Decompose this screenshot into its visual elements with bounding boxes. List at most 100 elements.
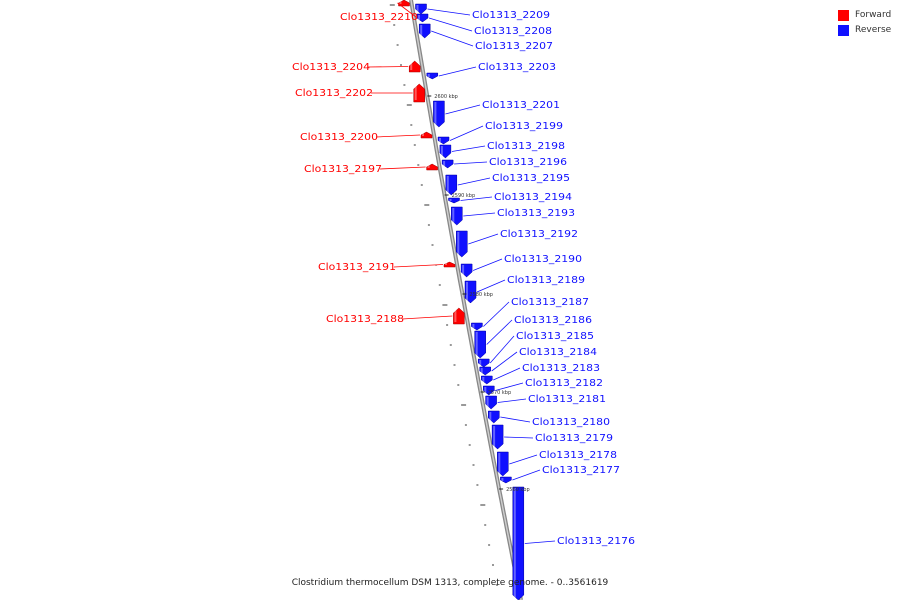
callout-line (438, 66, 477, 77)
gene-label[interactable]: Clo1313_2207 (475, 41, 553, 52)
callout-line (431, 30, 474, 47)
callout-line (504, 436, 534, 439)
gene-feature[interactable] (441, 159, 454, 169)
tick-label: 2590 kbp (452, 193, 476, 199)
gene-feature[interactable] (420, 131, 433, 139)
gene-label[interactable]: Clo1313_2185 (516, 331, 594, 342)
gene-feature[interactable] (453, 307, 465, 325)
callout-line (493, 367, 521, 381)
gene-label[interactable]: Clo1313_2195 (492, 173, 570, 184)
gene-label[interactable]: Clo1313_2209 (472, 10, 550, 21)
gene-feature[interactable] (437, 136, 450, 145)
gene-label[interactable]: Clo1313_2190 (504, 254, 582, 265)
map-caption: Clostridium thermocellum DSM 1313, compl… (291, 578, 609, 588)
callout-line (483, 301, 510, 327)
gene-label[interactable]: Clo1313_2200 (300, 132, 378, 143)
gene-feature[interactable] (474, 330, 486, 359)
gene-label[interactable]: Clo1313_2179 (535, 433, 613, 444)
legend: Forward Reverse (838, 8, 891, 38)
gene-feature[interactable] (415, 3, 427, 15)
callout-line (476, 279, 506, 293)
gene-feature[interactable] (418, 23, 431, 39)
gene-label[interactable]: Clo1313_2201 (482, 100, 560, 111)
gene-label[interactable]: Clo1313_2198 (487, 141, 565, 152)
callout-line (500, 416, 531, 423)
gene-feature[interactable] (479, 366, 491, 376)
callout-line (509, 454, 538, 465)
gene-feature[interactable] (477, 358, 490, 368)
gene-highlight (466, 282, 468, 301)
gene-highlight (475, 332, 478, 356)
gene-highlight (513, 488, 516, 598)
legend-reverse-label: Reverse (855, 25, 892, 35)
gene-highlight (501, 478, 504, 481)
gene-label[interactable]: Clo1313_2192 (500, 229, 578, 240)
backbone-line (410, 0, 522, 600)
gene-feature[interactable] (483, 385, 495, 396)
gene-highlight (427, 74, 430, 77)
gene-label[interactable]: Clo1313_2178 (539, 450, 617, 461)
tick-label: 2560 kbp (506, 487, 530, 493)
gene-label[interactable]: Clo1313_2184 (519, 347, 597, 358)
callout-line (379, 166, 426, 170)
gene-label[interactable]: Clo1313_2204 (292, 62, 370, 73)
callout-line (401, 315, 453, 320)
gene-feature[interactable] (488, 410, 500, 424)
gene-feature[interactable] (451, 206, 463, 226)
callout-line (427, 8, 471, 16)
gene-label[interactable]: Clo1313_2183 (522, 363, 600, 374)
gene-highlight (427, 165, 430, 168)
gene-feature[interactable] (439, 144, 452, 159)
gene-label[interactable]: Clo1313_2196 (489, 157, 567, 168)
genome-backbone (409, 0, 523, 600)
gene-label[interactable]: Clo1313_2176 (557, 536, 635, 547)
gene-label[interactable]: Clo1313_2188 (326, 314, 404, 325)
gene-label[interactable]: Clo1313_2186 (514, 315, 592, 326)
gene-label[interactable]: Clo1313_2194 (494, 192, 572, 203)
gene-feature[interactable] (426, 163, 438, 171)
gene-feature[interactable] (443, 261, 456, 268)
gene-highlight (489, 412, 492, 421)
gene-highlight (479, 360, 482, 365)
gene-label[interactable]: Clo1313_2202 (295, 88, 373, 99)
gene-label[interactable]: Clo1313_2177 (542, 465, 620, 476)
gene-feature[interactable] (433, 100, 445, 128)
callout-line (375, 134, 421, 138)
gene-feature[interactable] (500, 476, 512, 484)
gene-label[interactable]: Clo1313_2187 (511, 297, 589, 308)
gene-label[interactable]: Clo1313_2197 (304, 164, 382, 175)
callout-line (449, 125, 484, 141)
gene-feature[interactable] (481, 375, 493, 385)
callout-line (472, 258, 503, 271)
gene-highlight (410, 62, 413, 70)
gene-feature[interactable] (448, 197, 460, 204)
gene-feature[interactable] (445, 174, 458, 196)
gene-label[interactable]: Clo1313_2182 (525, 378, 603, 389)
gene-feature[interactable] (408, 60, 421, 73)
gene-label[interactable]: Clo1313_2208 (474, 26, 552, 37)
gene-label[interactable]: Clo1313_2181 (528, 394, 606, 405)
gene-feature[interactable] (460, 263, 473, 278)
gene-feature[interactable] (416, 13, 429, 23)
gene-feature[interactable] (426, 72, 439, 80)
gene-feature[interactable] (456, 230, 468, 258)
gene-feature[interactable] (491, 424, 504, 450)
gene-label[interactable]: Clo1313_2199 (485, 121, 563, 132)
callout-line (454, 161, 488, 165)
gene-label[interactable]: Clo1313_2180 (532, 417, 610, 428)
forward-swatch (838, 10, 849, 21)
callout-line (457, 177, 491, 186)
gene-feature[interactable] (471, 322, 483, 331)
gene-label[interactable]: Clo1313_2203 (478, 62, 556, 73)
gene-feature[interactable] (413, 83, 425, 103)
callout-line (468, 233, 499, 245)
gene-feature[interactable] (512, 486, 525, 600)
gene-label[interactable]: Clo1313_2193 (497, 208, 575, 219)
gene-feature[interactable] (464, 280, 477, 304)
gene-label[interactable]: Clo1313_2189 (507, 275, 585, 286)
gene-feature[interactable] (497, 451, 509, 477)
gene-feature[interactable] (485, 395, 497, 410)
gene-label[interactable]: Clo1313_2191 (318, 262, 396, 273)
gene-label[interactable]: Clo1313_2210 (340, 12, 418, 23)
gene-features (398, 0, 525, 600)
